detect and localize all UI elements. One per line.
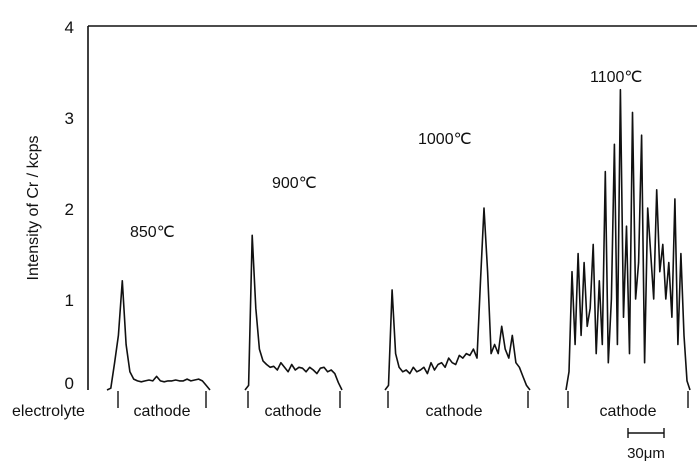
y-tick-label: 3: [65, 109, 74, 128]
region-label-electrolyte: electrolyte: [12, 403, 85, 420]
region-label-cathode: cathode: [265, 403, 322, 420]
scale-bar: 30μm: [627, 428, 665, 462]
region-label-cathode: cathode: [600, 403, 657, 420]
series-label-1100: 1100℃: [590, 69, 642, 86]
region-label-cathode: cathode: [134, 403, 191, 420]
y-tick-label: 4: [65, 18, 74, 37]
series-line-900: [244, 234, 343, 391]
series-label-850: 850℃: [130, 224, 175, 241]
series-line-1000: [384, 207, 531, 391]
scale-bar-label: 30μm: [627, 445, 665, 462]
series-line-850: [106, 279, 211, 391]
y-tick-label: 0: [65, 374, 74, 393]
y-axis-label: Intensity of Cr / kcps: [25, 136, 42, 281]
series-label-900: 900℃: [272, 175, 317, 192]
series-line-1100: [565, 88, 691, 391]
y-tick-label: 1: [65, 291, 74, 310]
series-label-1000: 1000℃: [418, 131, 472, 148]
y-tick-label: 2: [65, 200, 74, 219]
region-label-cathode: cathode: [426, 403, 483, 420]
